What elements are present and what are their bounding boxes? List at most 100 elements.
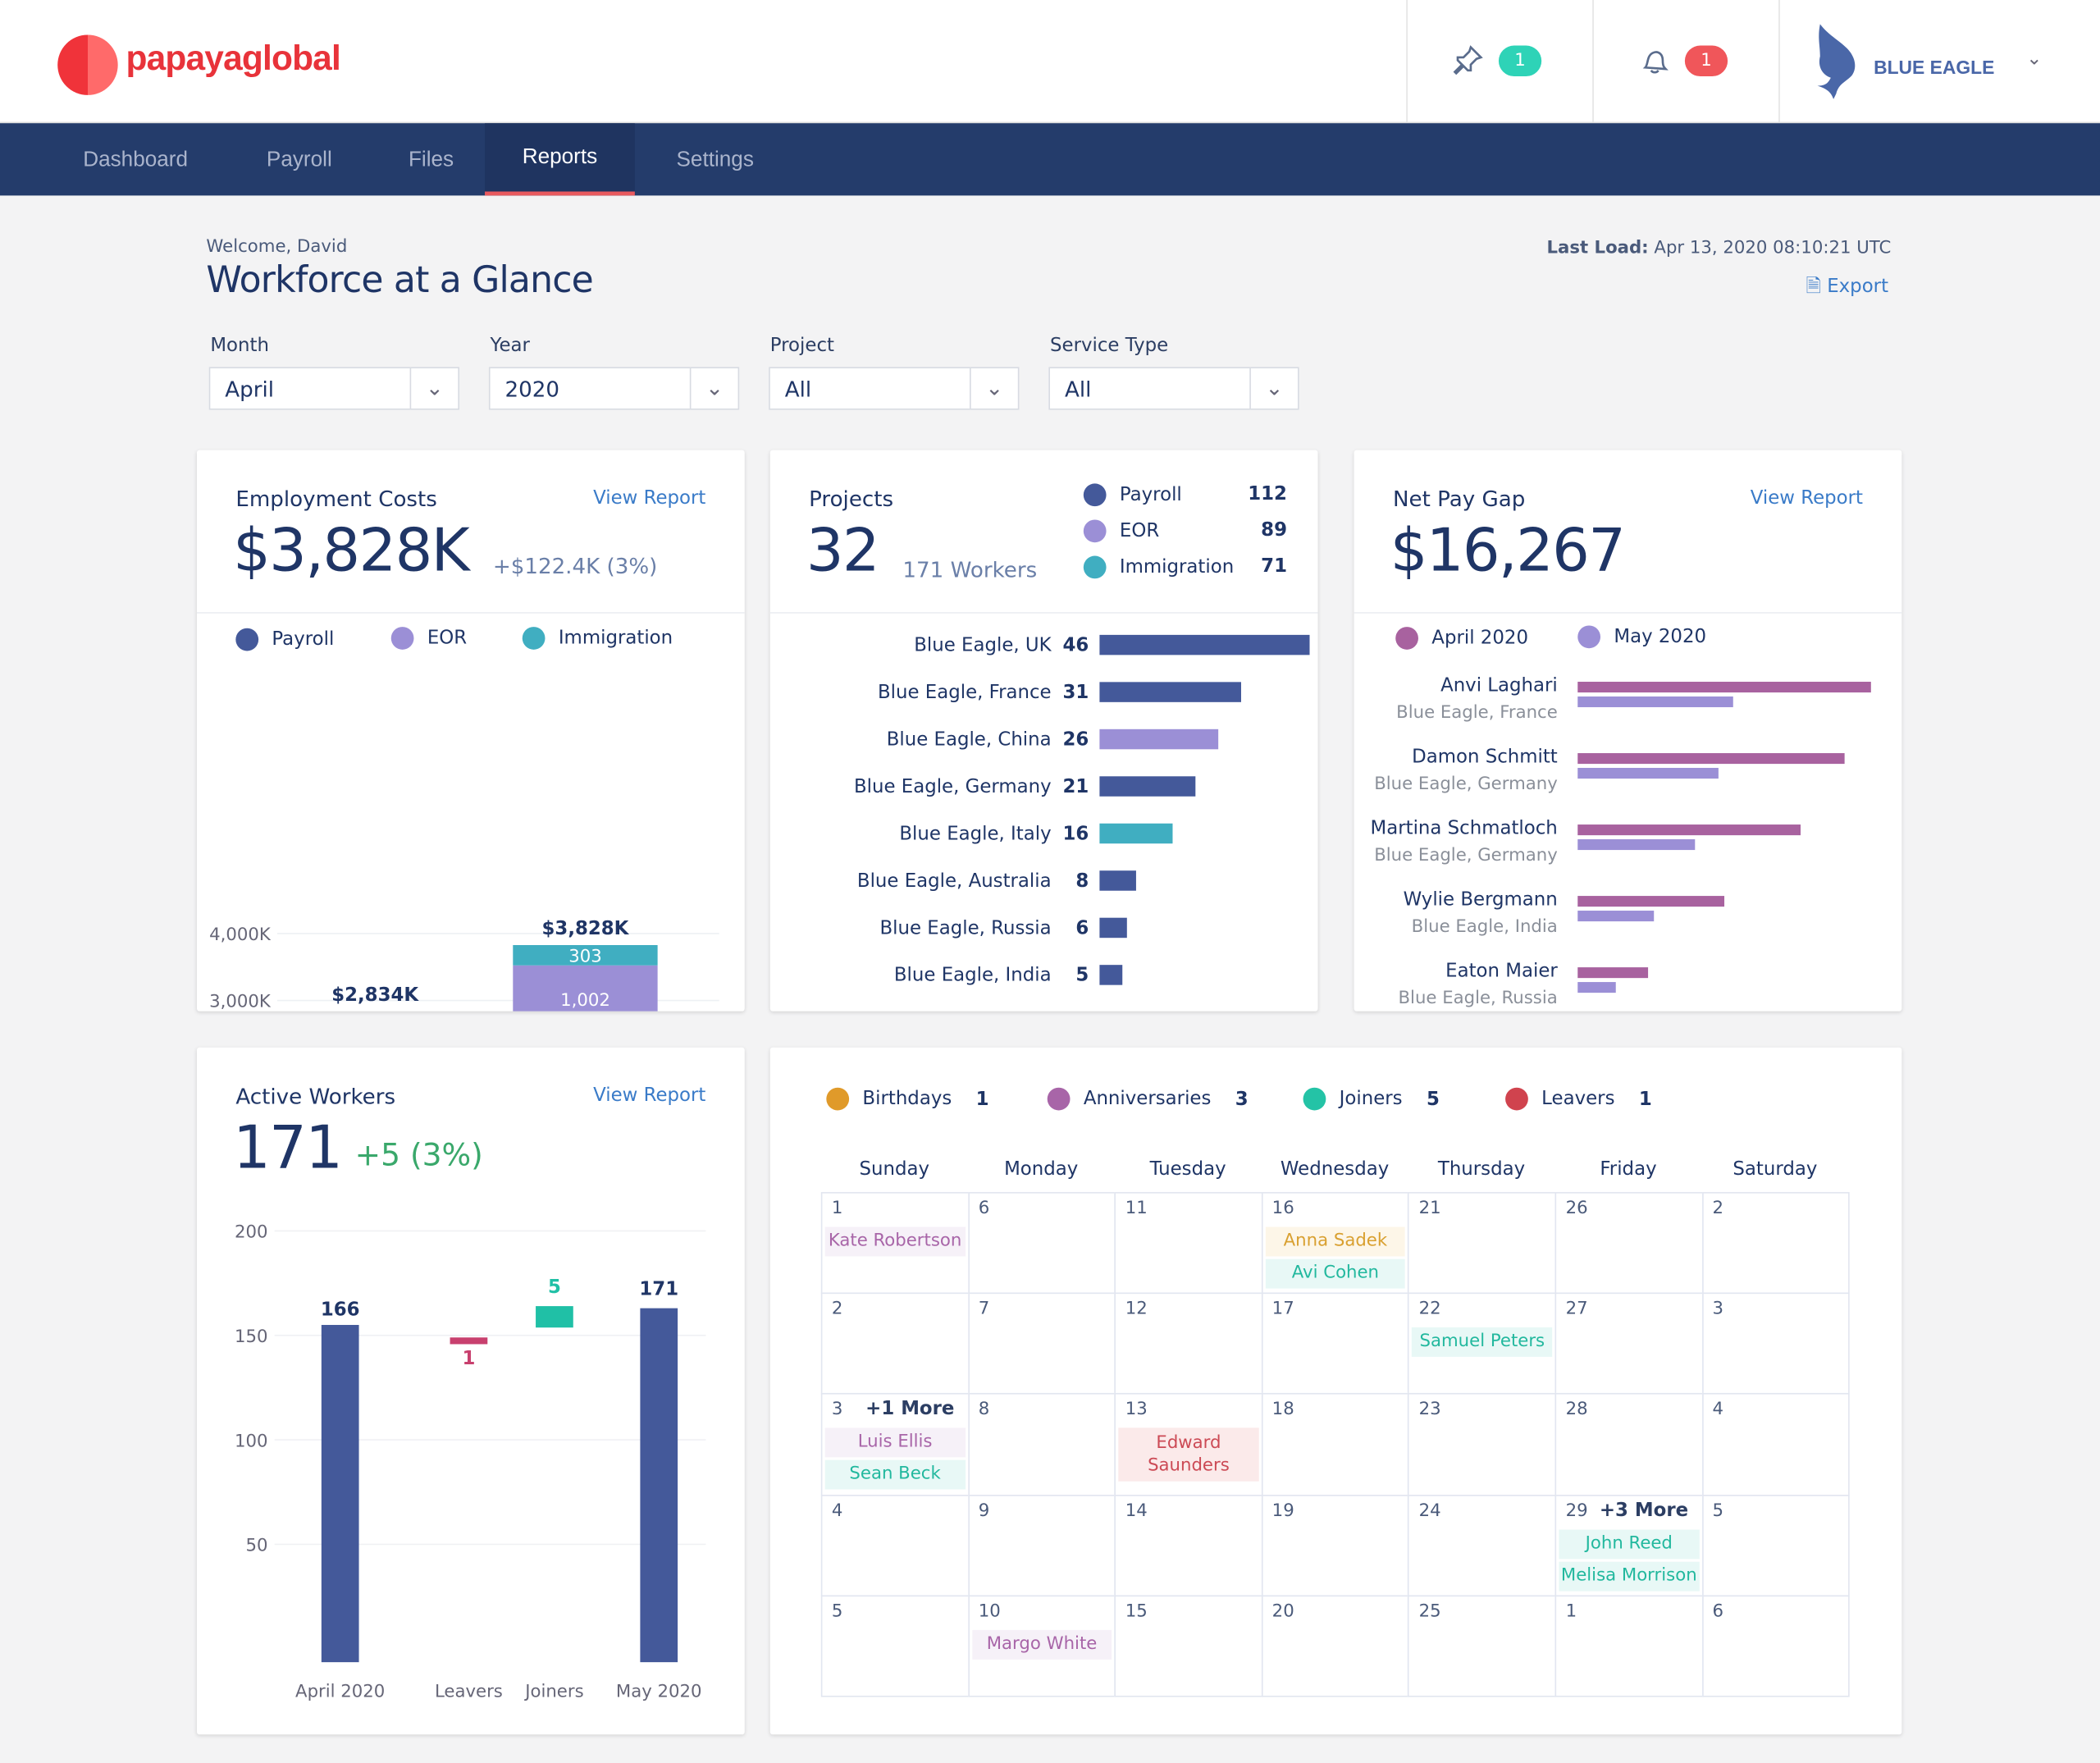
project-bar[interactable]	[1099, 965, 1123, 985]
calendar-day-cell[interactable]: 7	[967, 1292, 1116, 1395]
event-chip-anniv[interactable]: Luis Ellis	[824, 1428, 966, 1458]
calendar-day-cell[interactable]: 9	[967, 1494, 1116, 1596]
calendar-day-cell[interactable]: 2	[1701, 1192, 1850, 1295]
april-bar[interactable]	[1577, 824, 1801, 836]
bar-may[interactable]	[640, 1308, 678, 1663]
calendar-day-cell[interactable]: 4	[1701, 1393, 1850, 1496]
calendar-day-cell[interactable]: 22 Samuel Peters	[1408, 1292, 1557, 1395]
calendar-legend-leavers[interactable]: Leavers 1	[1505, 1087, 1652, 1111]
bar-leavers[interactable]	[450, 1337, 488, 1345]
event-chip-join[interactable]: Samuel Peters	[1412, 1327, 1553, 1358]
company-switcher[interactable]: BLUE EAGLE ⌄	[1778, 0, 2100, 122]
calendar-day-cell[interactable]: 15	[1114, 1595, 1263, 1697]
calendar-day-cell[interactable]: 18	[1261, 1393, 1410, 1496]
nav-dashboard[interactable]: Dashboard	[83, 148, 189, 171]
calendar-day-cell[interactable]: 8	[967, 1393, 1116, 1496]
export-button[interactable]: 🗎 Export	[1806, 272, 1888, 304]
april-bar[interactable]	[1577, 896, 1725, 907]
calendar-day-cell[interactable]: 12	[1114, 1292, 1263, 1395]
april-bar[interactable]	[1577, 967, 1649, 979]
calendar-legend-joiners[interactable]: Joiners 5	[1303, 1087, 1440, 1111]
calendar-day-cell[interactable]: 27	[1554, 1292, 1704, 1395]
event-chip-bday[interactable]: Anna Sadek	[1265, 1226, 1406, 1257]
calendar-day-cell[interactable]: 5	[820, 1595, 970, 1697]
nav-reports[interactable]: Reports	[485, 123, 635, 196]
calendar-day-cell[interactable]: 4	[820, 1494, 970, 1596]
filter-select-service-type[interactable]: All ⌄	[1048, 367, 1299, 410]
day-number: 4	[1712, 1400, 1724, 1421]
calendar-day-cell[interactable]: 16 Anna Sadek Avi Cohen	[1261, 1192, 1410, 1295]
nav-files[interactable]: Files	[408, 148, 454, 171]
y-tick-label: 4,000K	[209, 925, 272, 945]
bar-immigration-1[interactable]	[513, 944, 658, 966]
bar-joiners[interactable]	[536, 1306, 573, 1328]
may-bar[interactable]	[1577, 767, 1719, 779]
nav-payroll[interactable]: Payroll	[266, 148, 332, 171]
calendar-day-cell[interactable]: 10 Margo White	[967, 1595, 1116, 1697]
event-chip-join[interactable]: John Reed	[1559, 1528, 1700, 1559]
project-bar[interactable]	[1099, 682, 1241, 702]
project-bar[interactable]	[1099, 917, 1127, 939]
calendar-day-cell[interactable]: 29 +3 More John Reed Melisa Morrison	[1554, 1494, 1704, 1596]
april-bar[interactable]	[1577, 753, 1845, 765]
calendar-day-cell[interactable]: 3	[1701, 1292, 1850, 1395]
legend-dot-icon	[1505, 1087, 1528, 1111]
pin-button[interactable]: 1	[1406, 0, 1592, 122]
day-number: 5	[1712, 1500, 1724, 1522]
project-bar[interactable]	[1099, 728, 1219, 750]
calendar-legend-birthdays[interactable]: Birthdays 1	[826, 1087, 989, 1111]
calendar-day-cell[interactable]: 5	[1701, 1494, 1850, 1596]
may-bar[interactable]	[1577, 696, 1733, 708]
view-report-link[interactable]: View Report	[593, 487, 706, 509]
calendar-day-cell[interactable]: 26	[1554, 1192, 1704, 1295]
calendar-day-cell[interactable]: 1	[1554, 1595, 1704, 1697]
more-events-link[interactable]: +1 More	[865, 1399, 955, 1421]
brand-logo[interactable]: papayaglobal	[126, 37, 340, 78]
event-chip-join[interactable]: Melisa Morrison	[1559, 1561, 1700, 1591]
cost-delta: +$122.4K (3%)	[492, 553, 658, 579]
project-bar[interactable]	[1099, 870, 1136, 891]
event-chip-join[interactable]: Avi Cohen	[1265, 1258, 1406, 1289]
calendar-day-cell[interactable]: 2	[820, 1292, 970, 1395]
calendar-day-cell[interactable]: 19	[1261, 1494, 1410, 1596]
calendar-day-cell[interactable]: 13 Edward Saunders	[1114, 1393, 1263, 1496]
event-chip-anniv[interactable]: Margo White	[971, 1629, 1112, 1660]
view-report-link[interactable]: View Report	[593, 1085, 706, 1107]
may-bar[interactable]	[1577, 839, 1696, 851]
may-bar[interactable]	[1577, 911, 1655, 922]
may-bar[interactable]	[1577, 982, 1616, 993]
project-bar[interactable]	[1099, 634, 1310, 655]
calendar-day-cell[interactable]: 1 Kate Robertson	[820, 1192, 970, 1295]
legend-label: Joiners	[1339, 1088, 1403, 1110]
bar-april[interactable]	[321, 1325, 359, 1663]
filter-select-project[interactable]: All ⌄	[769, 367, 1020, 410]
selected-value: 2020	[504, 376, 559, 402]
event-chip-join[interactable]: Sean Beck	[824, 1460, 966, 1491]
day-number: 13	[1125, 1400, 1148, 1421]
calendar-day-cell[interactable]: 11	[1114, 1192, 1263, 1295]
nav-settings[interactable]: Settings	[676, 148, 754, 171]
calendar-legend-anniversaries[interactable]: Anniversaries 3	[1047, 1087, 1249, 1111]
notifications-button[interactable]: 1	[1592, 0, 1778, 122]
more-events-link[interactable]: +3 More	[1599, 1499, 1689, 1522]
bar-eor-1[interactable]	[513, 965, 658, 1012]
calendar-day-cell[interactable]: 20	[1261, 1595, 1410, 1697]
calendar-day-cell[interactable]: 6	[1701, 1595, 1850, 1697]
event-chip-leave[interactable]: Edward Saunders	[1118, 1428, 1259, 1482]
calendar-day-cell[interactable]: 6	[967, 1192, 1116, 1295]
view-report-link[interactable]: View Report	[1750, 487, 1864, 509]
calendar-day-cell[interactable]: 21	[1408, 1192, 1557, 1295]
calendar-day-cell[interactable]: 14	[1114, 1494, 1263, 1596]
april-bar[interactable]	[1577, 682, 1871, 693]
filter-select-year[interactable]: 2020 ⌄	[488, 367, 740, 410]
calendar-day-cell[interactable]: 3 +1 More Luis Ellis Sean Beck	[820, 1393, 970, 1496]
filter-select-month[interactable]: April ⌄	[208, 367, 459, 410]
project-bar[interactable]	[1099, 776, 1196, 797]
calendar-day-cell[interactable]: 23	[1408, 1393, 1557, 1496]
event-chip-anniv[interactable]: Kate Robertson	[824, 1226, 966, 1257]
calendar-day-cell[interactable]: 17	[1261, 1292, 1410, 1395]
calendar-day-cell[interactable]: 25	[1408, 1595, 1557, 1697]
calendar-day-cell[interactable]: 24	[1408, 1494, 1557, 1596]
project-bar[interactable]	[1099, 823, 1173, 844]
calendar-day-cell[interactable]: 28	[1554, 1393, 1704, 1496]
